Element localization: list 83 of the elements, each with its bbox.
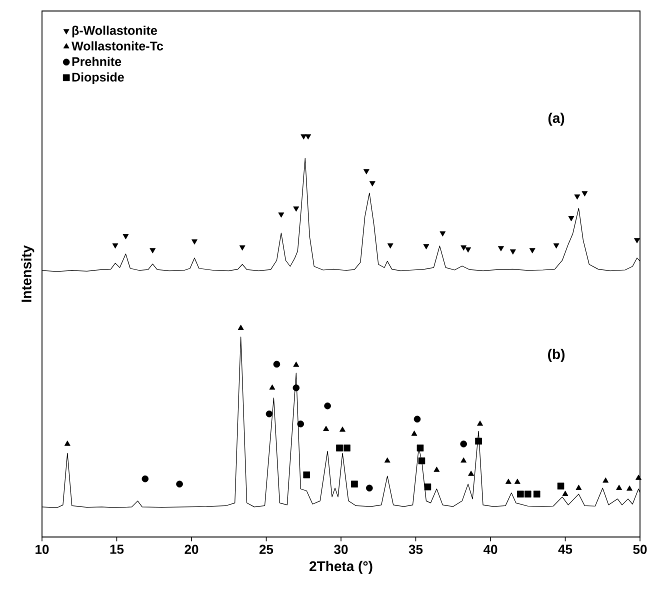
point: [505, 478, 512, 484]
point: [440, 231, 446, 237]
point: [324, 402, 331, 410]
point: [468, 470, 474, 476]
x-tick-label: 35: [408, 544, 423, 554]
point: [424, 483, 432, 490]
x-tick-label: 15: [110, 544, 124, 554]
point: [602, 477, 609, 483]
point: [636, 474, 642, 480]
point: [278, 212, 284, 218]
point: [423, 244, 430, 250]
point: [414, 416, 421, 423]
point: [416, 444, 424, 452]
point: [616, 484, 622, 490]
point: [369, 181, 376, 186]
point: [557, 482, 564, 490]
point: [266, 410, 273, 418]
point: [366, 484, 373, 492]
x-tick-label: 40: [483, 544, 498, 554]
point: [510, 249, 516, 255]
point: [323, 426, 330, 431]
point: [568, 216, 574, 222]
point: [434, 466, 440, 472]
point: [238, 324, 244, 330]
legend-label: Wollastonite-Tc: [72, 41, 164, 50]
legend-label: Diopside: [72, 72, 124, 84]
point: [465, 247, 472, 253]
point: [514, 478, 520, 484]
y-axis-title: Intensity: [21, 245, 34, 302]
point: [477, 420, 484, 426]
point: [460, 457, 467, 463]
text: (a): [548, 112, 564, 126]
legend-label: β-Wollastonite: [72, 26, 157, 38]
point: [524, 490, 532, 498]
point: [112, 243, 118, 249]
point: [150, 248, 156, 254]
point: [269, 384, 276, 390]
point: [293, 206, 300, 212]
point: [634, 238, 640, 244]
point: [142, 475, 149, 482]
point: [475, 438, 482, 445]
point: [384, 457, 390, 463]
point: [300, 134, 307, 140]
point: [303, 471, 310, 478]
point: [64, 440, 70, 446]
point: [533, 490, 540, 498]
point: [529, 248, 536, 254]
legend-label: Prehnite: [72, 56, 122, 66]
point: [387, 243, 394, 249]
x-tick-label: 20: [184, 544, 198, 554]
point: [517, 490, 524, 498]
x-tick-label: 50: [633, 544, 647, 554]
point: [340, 426, 346, 432]
point: [292, 384, 300, 392]
point: [336, 444, 343, 452]
point: [460, 440, 467, 448]
point: [576, 484, 582, 490]
point: [351, 480, 358, 488]
point: [192, 239, 198, 245]
x-tick-label: 25: [259, 544, 274, 554]
point: [239, 245, 246, 251]
point: [273, 360, 280, 368]
point: [297, 420, 304, 428]
point: [418, 457, 426, 464]
point: [498, 246, 504, 252]
point: [460, 245, 467, 251]
point: [122, 234, 129, 240]
point: [344, 444, 350, 452]
point: [176, 480, 183, 488]
x-axis-title: 2Theta (°): [310, 560, 372, 574]
x-tick-label: 10: [36, 544, 49, 554]
x-tick-label: 45: [558, 544, 572, 554]
point: [305, 134, 312, 140]
point: [363, 169, 370, 174]
point: [582, 191, 588, 196]
x-tick-label: 30: [334, 544, 348, 554]
point: [553, 243, 560, 249]
point: [562, 490, 568, 496]
annotation: (b): [548, 348, 565, 362]
point: [293, 362, 300, 367]
point: [574, 194, 580, 200]
point: [626, 485, 633, 491]
point: [411, 430, 418, 436]
